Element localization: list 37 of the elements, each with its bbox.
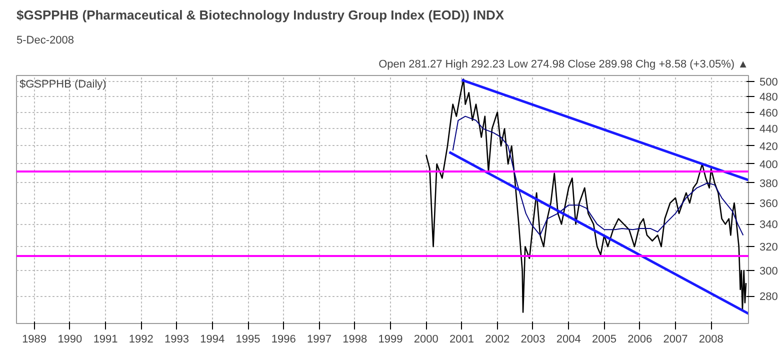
x-tick-label: 1993 <box>164 334 190 345</box>
y-tick-label: 480 <box>760 91 778 104</box>
x-tick-label: 2003 <box>520 334 546 345</box>
annotation: $GSPPHB (Daily) <box>20 78 106 90</box>
x-tick-label: 1995 <box>236 334 260 345</box>
y-tick-label: 400 <box>760 159 778 171</box>
x-tick-label: 1991 <box>93 334 118 345</box>
x-tick-label: 1999 <box>378 334 403 345</box>
text: Open 281.27 High 292.23 Low 274.98 Close 289.98 Chg +8.58 (+3.05%) ▲ <box>378 58 749 70</box>
x-tick-label: 1996 <box>271 334 296 345</box>
y-tick-label: 320 <box>760 242 778 254</box>
line-series <box>452 116 744 236</box>
x-tick-label: 2002 <box>485 334 510 345</box>
y-tick-label: 340 <box>760 219 778 232</box>
x-tick-label: 1994 <box>200 334 225 345</box>
x-tick-label: 2008 <box>698 334 724 345</box>
y-tick-label: 440 <box>760 124 778 136</box>
x-tick-label: 2004 <box>556 334 581 345</box>
y-tick-label: 380 <box>760 178 778 190</box>
y-tick-label: 360 <box>760 198 778 210</box>
y-tick-label: 460 <box>760 107 778 120</box>
x-tick-label: 2001 <box>450 334 474 345</box>
x-tick-label: 1990 <box>58 334 82 345</box>
chart-subtitle: 5-Dec-2008 <box>16 34 74 46</box>
x-tick-label: 2005 <box>592 334 616 345</box>
x-tick-label: 2007 <box>663 334 688 345</box>
x-tick-label: 1992 <box>128 334 154 345</box>
y-tick-label: 420 <box>760 140 778 153</box>
y-tick-label: 280 <box>760 291 778 304</box>
y-tick-label: 300 <box>760 266 778 278</box>
x-tick-label: 2000 <box>414 334 438 345</box>
y-tick-label: 500 <box>760 76 778 88</box>
chart-title: $GSPPHB (Pharmaceutical & Biotechnology Industry Group Index (EOD)) INDX <box>16 8 504 22</box>
x-tick-label: 2006 <box>628 334 652 345</box>
x-tick-label: 1989 <box>22 334 47 345</box>
x-tick-label: 1997 <box>307 334 332 345</box>
x-tick-label: 1998 <box>342 334 368 345</box>
